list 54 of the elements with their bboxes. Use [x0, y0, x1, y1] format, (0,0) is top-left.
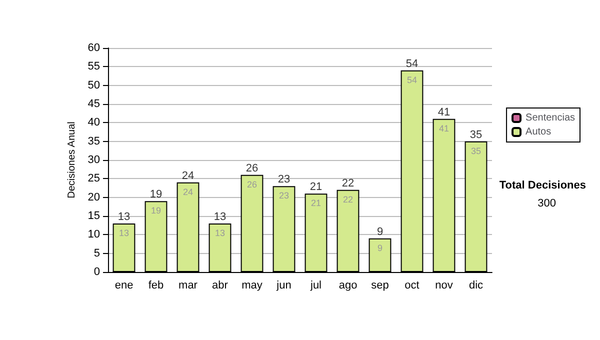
data-label: 21 — [310, 198, 322, 208]
y-tick-label: 30 — [88, 154, 100, 166]
total-label: 21 — [310, 181, 322, 194]
x-tick-label: feb — [148, 280, 164, 292]
y-tick-label: 15 — [88, 210, 100, 222]
data-label: 23 — [278, 190, 290, 201]
y-tick-label: 55 — [88, 60, 100, 73]
x-tick-label: jul — [309, 280, 322, 292]
data-label: 13 — [214, 228, 226, 238]
y-tick-label: 20 — [88, 191, 100, 204]
y-tick-label: 0 — [94, 266, 100, 278]
x-tick-label: dic — [468, 280, 484, 292]
y-tick-label: 25 — [88, 172, 100, 185]
total-label: 19 — [150, 188, 162, 201]
data-label: 22 — [342, 194, 354, 204]
data-label: 26 — [246, 179, 258, 190]
data-label: 19 — [150, 206, 162, 216]
x-tick-label: ago — [338, 280, 358, 292]
total-label: 41 — [438, 106, 450, 118]
total-label: 26 — [246, 162, 258, 174]
total-label: 54 — [406, 58, 418, 70]
x-tick-label: nov — [435, 280, 454, 292]
x-tick-label: oct — [404, 280, 420, 292]
data-label: 13 — [118, 228, 130, 238]
total-label: 13 — [118, 210, 130, 223]
data-label: 35 — [470, 146, 482, 156]
y-tick-label: 35 — [88, 135, 100, 148]
data-label: 41 — [438, 123, 450, 134]
y-tick-label: 50 — [88, 79, 100, 92]
total-label: 22 — [342, 177, 354, 190]
y-tick-label: 40 — [88, 116, 100, 129]
x-tick-label: abr — [212, 280, 228, 292]
x-tick-label: sep — [371, 280, 389, 292]
data-label: 24 — [182, 186, 194, 197]
total-label: 24 — [182, 170, 194, 182]
total-label: 9 — [376, 226, 384, 238]
x-tick-label: mar — [178, 280, 198, 292]
data-label: 54 — [406, 74, 418, 85]
y-tick-label: 45 — [88, 98, 100, 110]
x-tick-label: ene — [114, 280, 134, 292]
text: 300 — [538, 198, 556, 210]
total-label: 35 — [470, 128, 482, 141]
y-tick-label: 5 — [94, 247, 100, 260]
text: Total Decisiones — [499, 180, 586, 192]
y-tick-label: 60 — [88, 42, 100, 54]
legend-label: Autos — [526, 126, 552, 138]
y-axis-title: Decisiones Anual — [66, 122, 78, 198]
x-tick-label: may — [242, 280, 263, 292]
total-label: 23 — [278, 174, 290, 186]
data-label: 9 — [377, 242, 383, 253]
legend-label: Sentencias — [526, 112, 576, 124]
y-tick-label: 10 — [88, 228, 100, 241]
x-tick-label: jun — [276, 280, 292, 292]
total-label: 13 — [214, 210, 226, 223]
